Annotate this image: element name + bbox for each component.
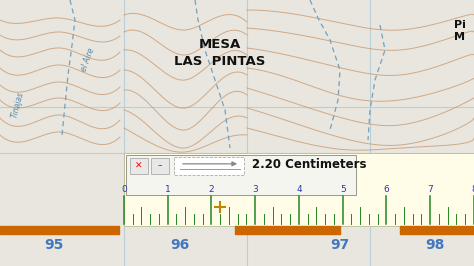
Text: 5: 5 xyxy=(340,185,346,194)
Text: 98: 98 xyxy=(425,238,445,252)
Text: 8: 8 xyxy=(471,185,474,194)
Bar xyxy=(0,226,119,234)
Text: 2.20 Centimeters: 2.20 Centimeters xyxy=(252,159,366,172)
Text: ✕: ✕ xyxy=(135,161,143,171)
Bar xyxy=(124,153,474,226)
Text: MESA
LAS  PINTAS: MESA LAS PINTAS xyxy=(174,38,266,68)
Bar xyxy=(126,155,356,195)
Text: Tinajas: Tinajas xyxy=(10,91,26,119)
Text: el Aire: el Aire xyxy=(80,47,96,73)
Text: 4: 4 xyxy=(296,185,302,194)
Bar xyxy=(151,158,169,174)
Text: --: -- xyxy=(157,161,163,171)
Text: 0: 0 xyxy=(121,185,127,194)
Text: 96: 96 xyxy=(170,238,190,252)
Bar xyxy=(400,226,474,234)
Text: 7: 7 xyxy=(428,185,433,194)
Text: 97: 97 xyxy=(330,238,350,252)
Bar xyxy=(235,226,340,234)
Bar xyxy=(130,158,148,174)
Text: 3: 3 xyxy=(252,185,258,194)
Text: 95: 95 xyxy=(44,238,64,252)
Bar xyxy=(174,157,244,175)
Text: Pi
M: Pi M xyxy=(454,20,466,42)
Text: 1: 1 xyxy=(165,185,171,194)
Text: 6: 6 xyxy=(383,185,389,194)
Text: 2: 2 xyxy=(209,185,214,194)
